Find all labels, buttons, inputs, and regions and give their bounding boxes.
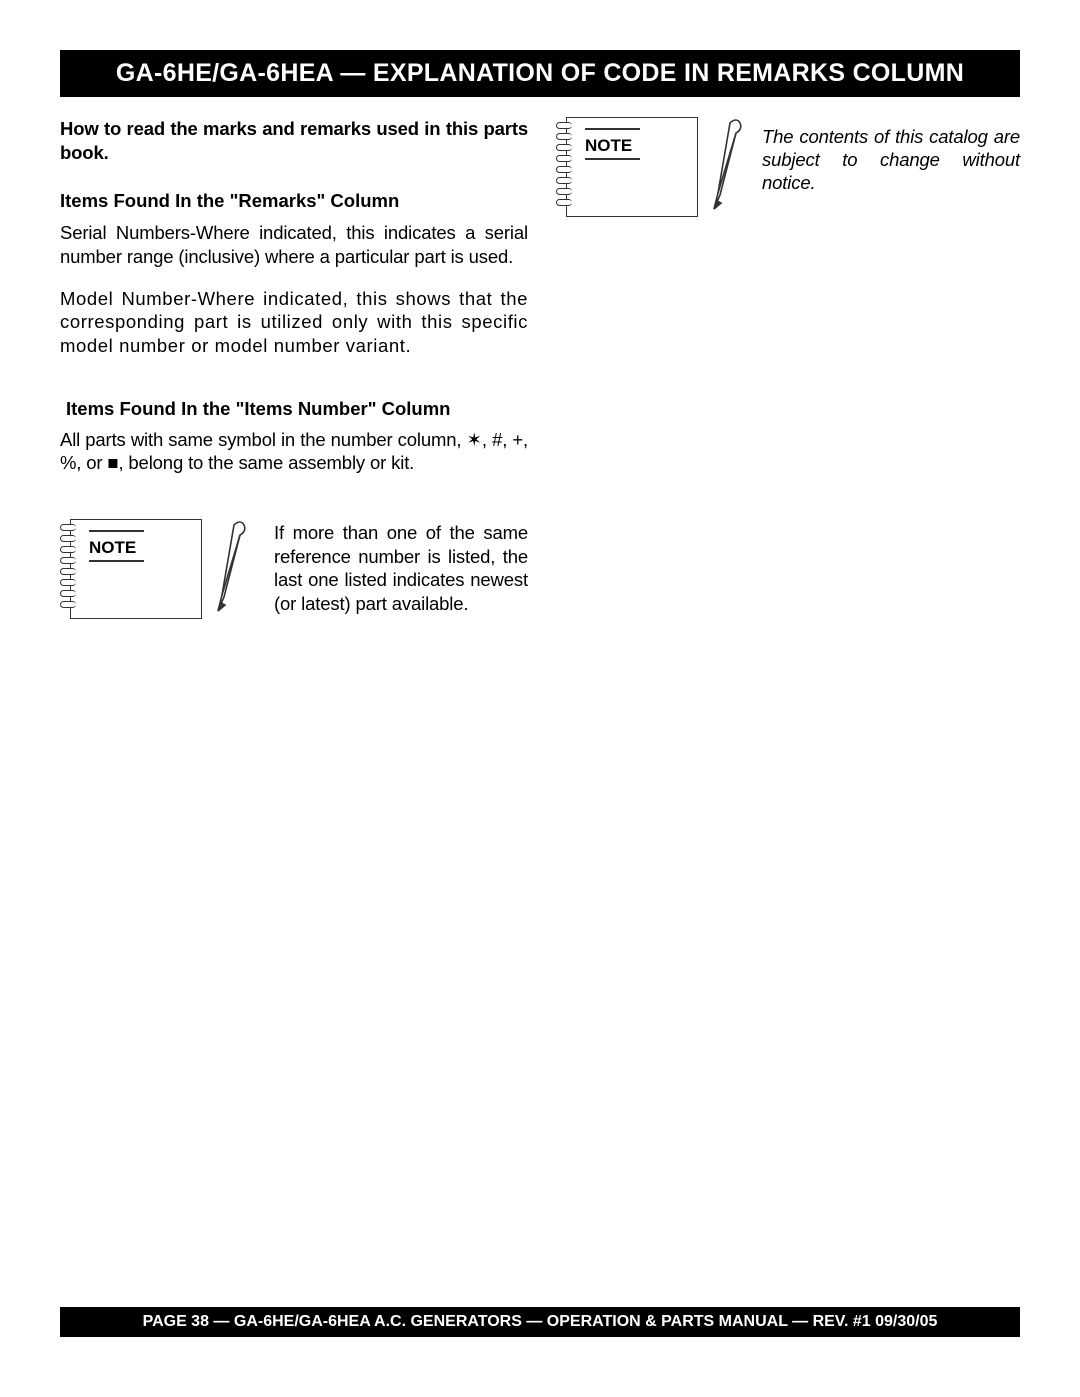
note-2-text: The contents of this catalog are subject… xyxy=(762,117,1020,194)
left-column: How to read the marks and remarks used i… xyxy=(60,117,528,619)
notepad-line xyxy=(89,530,144,532)
model-paragraph: Model Number-Where indicated, this shows… xyxy=(60,287,528,358)
serial-paragraph: Serial Numbers-Where indicated, this ind… xyxy=(60,221,528,268)
note-icon-1: NOTE xyxy=(60,519,248,619)
right-column: NOTE The contents of this catalog are su… xyxy=(556,117,1020,619)
page-header-title: GA-6HE/GA-6HEA — EXPLANATION OF CODE IN … xyxy=(116,59,964,87)
note-icon-2: NOTE xyxy=(556,117,744,217)
notepad-label: NOTE xyxy=(585,136,632,156)
pencil-icon xyxy=(708,117,744,217)
spiral-icon xyxy=(556,122,572,206)
page-header-bar: GA-6HE/GA-6HEA — EXPLANATION OF CODE IN … xyxy=(60,50,1020,97)
intro-paragraph: How to read the marks and remarks used i… xyxy=(60,117,528,164)
content-row: How to read the marks and remarks used i… xyxy=(60,117,1020,619)
notepad-icon: NOTE xyxy=(566,117,698,217)
note-row-1: NOTE If more than one of the same refere… xyxy=(60,519,528,619)
remarks-heading: Items Found In the "Remarks" Column xyxy=(60,190,528,212)
note-1-text: If more than one of the same reference n… xyxy=(274,519,528,616)
spiral-icon xyxy=(60,524,76,608)
page-footer-bar: PAGE 38 — GA-6HE/GA-6HEA A.C. GENERATORS… xyxy=(60,1307,1020,1337)
notepad-label: NOTE xyxy=(89,538,136,558)
pencil-icon xyxy=(212,519,248,619)
symbols-paragraph: All parts with same symbol in the number… xyxy=(60,428,528,475)
notepad-line xyxy=(585,128,640,130)
notepad-line xyxy=(585,158,640,160)
notepad-icon: NOTE xyxy=(70,519,202,619)
page-footer-text: PAGE 38 — GA-6HE/GA-6HEA A.C. GENERATORS… xyxy=(143,1313,938,1330)
notepad-line xyxy=(89,560,144,562)
items-number-heading: Items Found In the "Items Number" Column xyxy=(60,398,528,420)
